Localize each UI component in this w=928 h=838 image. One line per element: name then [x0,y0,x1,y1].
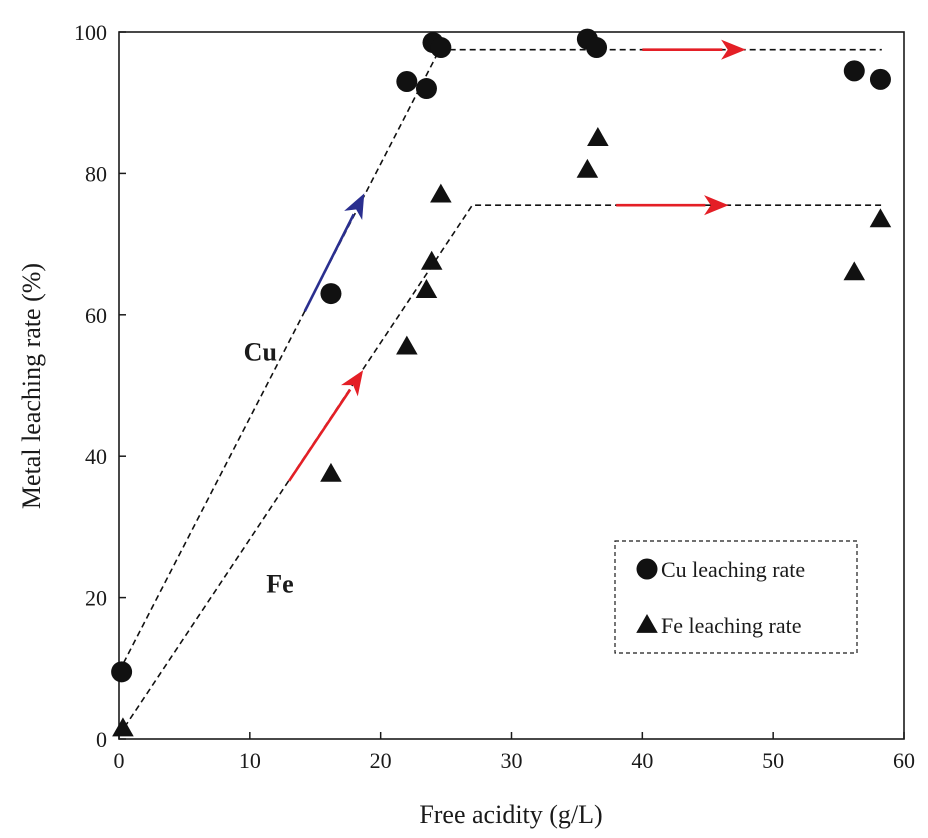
fe-data-point [320,462,342,482]
y-axis-title: Metal leaching rate (%) [17,263,46,509]
arrow-head [704,195,729,216]
fe-data-point [112,717,134,737]
fe-data-point [869,208,892,228]
arrow-shaft [303,213,355,312]
cu-data-point [843,60,865,82]
x-tick-label: 0 [114,748,125,773]
legend-box [614,540,858,654]
x-tick-label: 60 [893,748,915,773]
fe-data-point [396,335,418,355]
legend-fe-marker [636,614,658,633]
y-tick-label: 100 [74,20,107,45]
y-tick-label: 0 [96,727,107,752]
arrow-shaft [288,388,352,482]
cu-data-point [415,78,437,100]
y-tick-label: 60 [85,303,107,328]
fe-data-point [430,183,452,203]
cu-data-point [396,70,418,92]
arrow-head [341,370,364,397]
x-tick-label: 40 [631,748,653,773]
legend-label: Cu leaching rate [661,557,805,582]
legend-cu-marker [636,558,658,580]
cu-data-point [869,68,891,90]
cu-data-point [586,37,608,59]
annotation-fe: Fe [266,569,293,598]
cu-data-point [430,37,452,59]
fe-data-point [415,279,438,298]
x-tick-label: 50 [762,748,784,773]
x-tick-label: 20 [370,748,392,773]
x-tick-label: 10 [239,748,261,773]
fe-data-point [576,158,599,178]
annotation-cu: Cu [244,338,277,367]
y-tick-label: 80 [85,161,107,186]
legend-label: Fe leaching rate [661,613,802,638]
fe-data-point [420,250,443,270]
y-tick-label: 40 [85,444,107,469]
trend-line-fe [118,204,882,736]
x-axis-title: Free acidity (g/L) [419,800,602,829]
arrow-head [721,39,746,60]
y-tick-label: 20 [85,586,107,611]
cu-data-point [111,661,133,683]
fe-data-point [843,261,866,281]
arrow-head [344,193,365,220]
fe-data-point [587,127,609,146]
cu-data-point [320,283,342,305]
x-tick-label: 30 [501,748,523,773]
